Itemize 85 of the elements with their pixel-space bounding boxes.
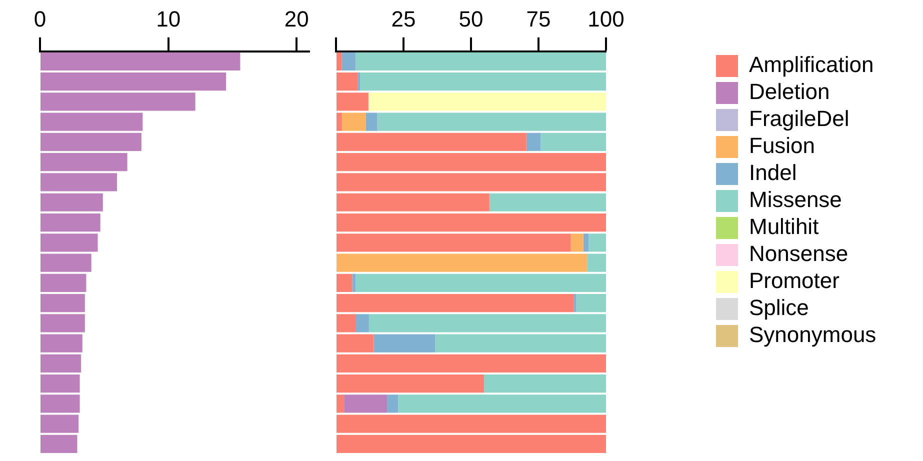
- bar: [40, 374, 80, 393]
- legend-label: Synonymous: [749, 322, 876, 348]
- bar: [40, 314, 85, 332]
- bar: [336, 314, 356, 332]
- bar: [435, 334, 606, 352]
- bar: [40, 132, 142, 152]
- bar: [574, 294, 576, 312]
- legend-label: Promoter: [749, 268, 840, 294]
- bar: [366, 112, 378, 131]
- x-tick-label: 25: [391, 6, 416, 32]
- bar: [40, 112, 143, 131]
- bar: [540, 132, 606, 152]
- bar: [336, 294, 574, 312]
- legend-label: Indel: [749, 160, 797, 186]
- bar: [40, 294, 85, 312]
- bar: [40, 193, 103, 212]
- bar: [40, 414, 78, 433]
- bar: [588, 234, 606, 252]
- bar: [587, 254, 606, 272]
- bar: [336, 254, 588, 272]
- bar: [398, 394, 606, 413]
- bar: [356, 274, 606, 292]
- bar: [40, 234, 98, 252]
- bar: [570, 234, 584, 252]
- bar: [342, 52, 356, 71]
- bar: [336, 234, 571, 252]
- bar: [40, 213, 100, 232]
- bar: [40, 92, 196, 111]
- bar: [484, 374, 606, 393]
- bar: [344, 394, 388, 413]
- bar: [336, 153, 606, 172]
- legend-label: Splice: [749, 295, 809, 320]
- bar: [368, 92, 606, 111]
- bar: [576, 294, 606, 312]
- bar: [336, 193, 490, 212]
- bar: [40, 394, 80, 413]
- bar: [336, 394, 344, 413]
- bar: [336, 334, 374, 352]
- bar: [336, 173, 606, 192]
- legend-label: Fusion: [749, 133, 816, 158]
- bar: [342, 112, 366, 131]
- legend-label: Deletion: [749, 79, 830, 104]
- bar: [336, 72, 358, 91]
- legend-label: Multihit: [749, 214, 819, 240]
- bar: [336, 374, 484, 393]
- bar: [360, 72, 606, 91]
- bar: [40, 254, 92, 272]
- x-tick-label: 75: [526, 6, 551, 32]
- bar: [352, 274, 356, 292]
- bar: [377, 112, 606, 131]
- bar: [40, 354, 82, 372]
- x-tick-label: 100: [588, 6, 624, 32]
- legend-label: Nonsense: [749, 241, 848, 266]
- bar: [583, 234, 589, 252]
- bar: [40, 334, 82, 352]
- bar: [336, 354, 606, 372]
- bar: [336, 414, 606, 433]
- bar: [358, 72, 360, 91]
- x-tick-label: 10: [156, 6, 181, 32]
- bar: [40, 72, 226, 91]
- bar: [387, 394, 398, 413]
- x-tick-label: 0: [34, 6, 46, 32]
- bar: [336, 132, 526, 152]
- legend-label: Missense: [749, 187, 842, 212]
- bar: [336, 92, 368, 111]
- bar: [526, 132, 541, 152]
- bar: [489, 193, 606, 212]
- legend-label: Amplification: [749, 52, 874, 78]
- bar: [40, 153, 128, 172]
- bar: [356, 314, 369, 332]
- x-tick-label: 50: [458, 6, 484, 32]
- bar: [336, 213, 606, 232]
- bar: [374, 334, 436, 352]
- bar: [40, 274, 86, 292]
- bar: [336, 52, 342, 71]
- bar: [40, 434, 78, 453]
- bar: [40, 173, 117, 192]
- bar: [368, 314, 606, 332]
- legend-label: FragileDel: [749, 106, 850, 132]
- x-tick-label: 20: [284, 6, 309, 32]
- bar: [336, 434, 606, 453]
- bar: [40, 52, 240, 71]
- bar: [336, 112, 342, 131]
- bar: [336, 274, 352, 292]
- bar: [355, 52, 606, 71]
